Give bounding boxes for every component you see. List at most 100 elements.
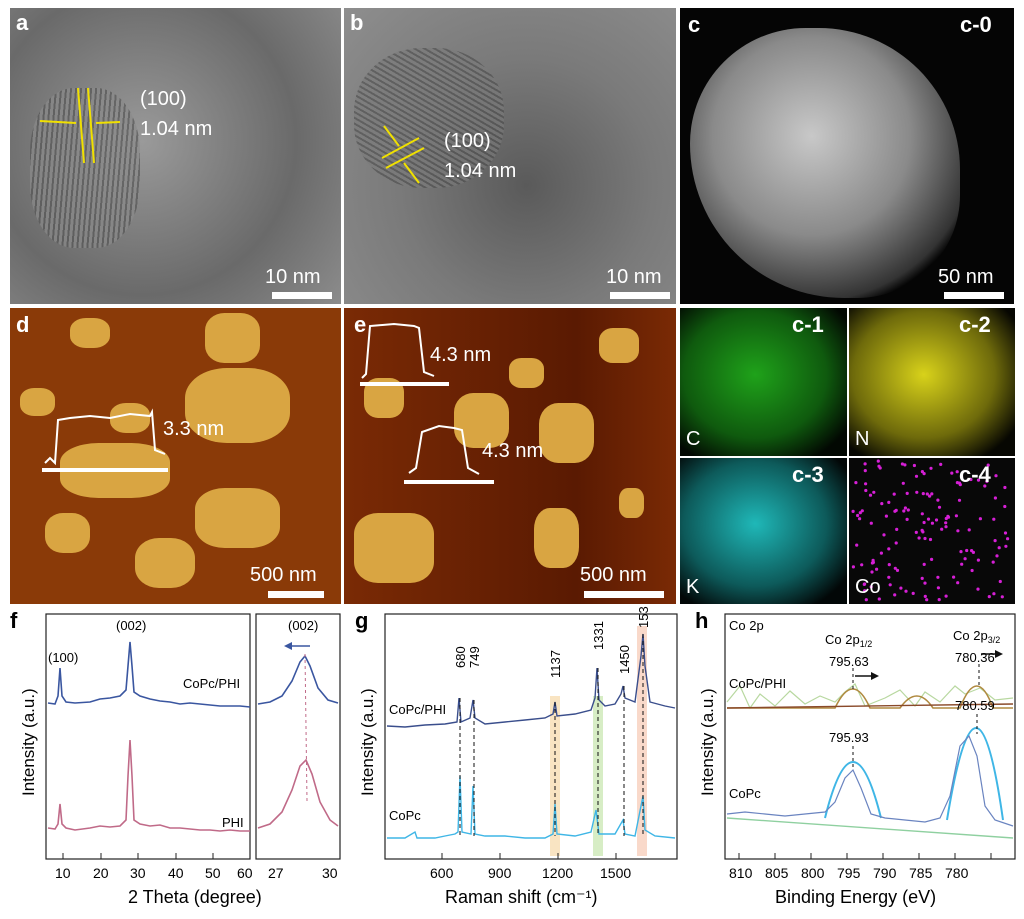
co-dot [895,527,899,531]
baseline-lower [726,817,1014,839]
tick-g-900: 900 [488,865,512,881]
panel-e-afm-image: e 4.3 nm 4.3 nm 500 nm [344,308,676,604]
co-dot [998,579,1002,584]
tick-f-inset-27: 27 [268,865,284,881]
co-dot [864,488,868,493]
co-dot [855,543,859,547]
panel-label-f: f [10,608,18,633]
co-dot [892,492,896,496]
co-dot [956,529,960,533]
height-label-d: 3.3 nm [163,418,225,440]
co-dot [899,586,903,590]
series-label-copc-phi-g: CoPc/PHI [389,702,446,717]
scale-label-e: 500 nm [580,564,647,586]
panel-c2-eds-map: c-2 N [849,308,1015,456]
co-dot [858,517,862,521]
peak-label-1331: 1331 [591,621,606,650]
height-label-e2: 4.3 nm [482,440,544,462]
peak-label-749: 749 [467,646,482,668]
peak-label-1137: 1137 [548,650,563,678]
co-dot [993,539,997,543]
x-axis-label-g: Raman shift (cm⁻¹) [445,887,598,907]
panel-c4-eds-map: c-4 Co [849,458,1015,604]
co-dot [862,582,866,586]
plot-frame-h [724,613,1016,860]
scale-label-c0: 50 nm [938,266,994,288]
x-axis-label-f: 2 Theta (degree) [128,887,262,907]
co-dot [926,517,931,521]
co-dot [851,509,855,513]
tick-h-805: 805 [765,865,789,881]
co-dot [936,575,940,579]
co-dot [956,581,960,585]
tick-f-10: 10 [55,865,71,881]
co-dot [983,484,987,488]
scalebar-d [268,591,324,598]
co-dot [950,471,954,475]
value-795-93: 795.93 [829,730,869,745]
co-dot [877,464,881,468]
co-dot [902,509,906,513]
plot-frame-main [45,613,251,860]
peak-label-680: 680 [453,646,468,668]
tick-h-795: 795 [837,865,861,881]
curve-copc-phi-xrd [47,641,251,708]
scalebar-c0 [944,292,1004,299]
co-dot [904,589,908,593]
co-dot [994,474,998,478]
curve-copc-raman [387,775,676,839]
co-dot [864,482,868,486]
peak-label-1532: 1532 [636,606,651,628]
co-dot [920,528,924,532]
co-dot [887,575,891,579]
co-dot [923,581,927,585]
fit-copc-795 [824,761,882,819]
co-dot [917,536,921,540]
scale-label-b: 10 nm [606,266,662,288]
co-dot [959,550,963,554]
co-dot [894,541,898,545]
spacing-label-b: 1.04 nm [444,160,517,182]
co-dot [923,594,927,598]
co-dot [903,463,907,467]
panel-a-tem-image: a (100) 1.04 nm 10 nm [10,8,341,304]
co-dot [863,462,867,466]
co-dot [944,521,948,525]
peak-name-co2p12: Co 2p1/2 [825,632,872,649]
co-dot [905,491,909,495]
scalebar-a [272,292,332,299]
co-dot [970,549,974,553]
element-label-k: K [686,576,700,598]
co-dot [930,557,934,561]
lattice-region [30,88,140,248]
co-dot [976,587,980,591]
panel-c3-eds-map: c-3 K [680,458,847,604]
panel-f-xrd-chart: f Intensity (a.u.) 2 Theta (degree) 10 2… [10,608,341,907]
lattice-region [354,48,504,188]
plane-label-b: (100) [444,130,491,152]
co-dot [869,585,873,589]
flake [110,403,150,433]
panel-h-xps-chart: h Co 2p Intensity (a.u.) Binding Energy … [695,608,1016,907]
co-dot [955,470,959,474]
fit-envelope-upper [727,685,1013,709]
shift-guide [304,653,308,802]
co-dot [888,583,892,587]
panel-label-c2: c-2 [959,312,991,337]
co-dot [903,506,907,510]
panel-g-raman-chart: g Intensity (a.u.) Raman shift (cm⁻¹) 60… [355,606,678,907]
panel-label-g: g [355,608,368,633]
tick-f-60: 60 [237,865,253,881]
co-dot [993,496,997,500]
co-dot [864,598,868,602]
co-dot [854,481,858,485]
y-axis-label-f: Intensity (a.u.) [19,688,38,796]
plot-frame-g [384,613,678,860]
xps-title: Co 2p [729,618,764,633]
co-dot [893,566,897,570]
co-dot [987,595,991,599]
co-dot [934,518,939,522]
co-dot [882,533,886,537]
flake [45,513,90,553]
flake [70,318,110,348]
